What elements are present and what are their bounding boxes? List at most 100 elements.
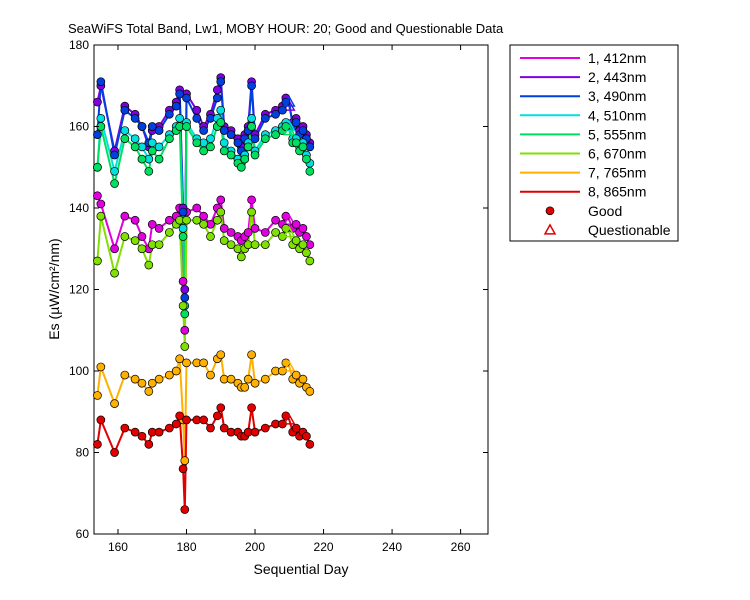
data-point [182,215,191,225]
data-point [247,350,256,360]
questionable-point [283,413,296,425]
y-tick-label: 100 [69,364,89,378]
data-point [147,378,157,388]
data-point [130,374,140,384]
legend-entry: 6, 670nm [520,146,646,162]
questionable-point [283,95,296,107]
data-point [226,130,236,139]
data-point [154,374,164,384]
data-point [147,146,157,156]
data-point [137,232,147,241]
legend-label: 1, 412nm [588,50,646,66]
data-point [180,293,190,302]
legend-entry: 3, 490nm [520,88,646,104]
data-point [260,374,270,384]
data-point [247,403,256,413]
data-point [192,113,202,123]
questionable-point [283,124,296,136]
data-point [305,166,315,176]
data-point [96,77,106,87]
data-point [130,215,140,225]
data-point [298,142,308,152]
questionable-point [283,225,296,238]
data-point [233,138,243,148]
data-point [250,378,260,388]
x-axis: 160 180 200 220 240 260 [108,45,471,554]
data-point [305,440,315,449]
data-point [110,179,119,188]
legend-label: 5, 555nm [588,126,646,142]
legend-label: 7, 765nm [588,165,646,181]
data-point [206,142,215,152]
data-point [120,423,130,433]
data-point [180,309,190,319]
data-point [216,403,226,413]
data-point [247,113,256,123]
y-axis: 60 80 100 120 140 160 180 [69,38,488,541]
y-tick-label: 160 [69,120,89,134]
data-point [199,146,208,156]
data-point [178,301,188,311]
data-point [130,427,140,437]
legend-label: Questionable [588,222,671,238]
data-point [271,228,280,237]
data-point [250,224,260,233]
data-point [154,224,164,233]
data-point [110,244,119,254]
data-point [219,423,229,433]
data-point [216,195,226,205]
data-point [199,415,208,425]
data-point [93,162,102,172]
legend-dot-swatch [545,206,555,216]
y-tick-label: 60 [76,527,90,541]
data-point [120,370,130,380]
data-point [180,325,190,335]
data-point [110,399,119,408]
y-tick-label: 140 [69,201,89,215]
data-point [180,342,190,351]
data-point [180,505,190,514]
data-point [278,105,287,115]
data-point [291,370,301,380]
data-point [165,423,174,433]
data-point [216,77,226,87]
data-point [120,126,130,135]
data-point [243,228,253,237]
data-point [165,228,174,237]
legend-label: 4, 510nm [588,107,646,123]
data-point [120,211,130,221]
data-point [137,154,147,164]
data-point [216,118,226,127]
data-point [130,142,140,152]
data-point [180,285,190,294]
legend-label: 2, 443nm [588,69,646,85]
data-point [192,215,202,225]
data-point [120,232,130,241]
legend-entry: 4, 510nm [520,107,646,123]
data-point [130,113,140,123]
data-point [93,391,102,400]
data-point [250,240,260,250]
data-point [219,146,229,156]
data-point [302,431,311,441]
legend-entry: 8, 865nm [520,184,646,200]
data-point [291,219,301,229]
data-point [171,101,181,111]
data-point [144,166,154,176]
data-point [219,126,229,135]
data-point [154,240,164,250]
data-point [165,370,174,380]
data-point [180,456,190,465]
data-point [298,126,308,135]
x-tick-label: 240 [382,540,402,554]
data-point [302,232,311,241]
data-point [120,105,130,115]
chart-title: SeaWiFS Total Band, Lw1, MOBY HOUR: 20; … [68,21,504,36]
data-point [250,427,260,437]
data-point [247,122,256,131]
y-tick-label: 80 [76,446,90,460]
legend-entry: Good [545,203,622,219]
data-point [219,224,229,233]
legend-entry: 5, 555nm [520,126,646,142]
data-point [175,354,185,364]
